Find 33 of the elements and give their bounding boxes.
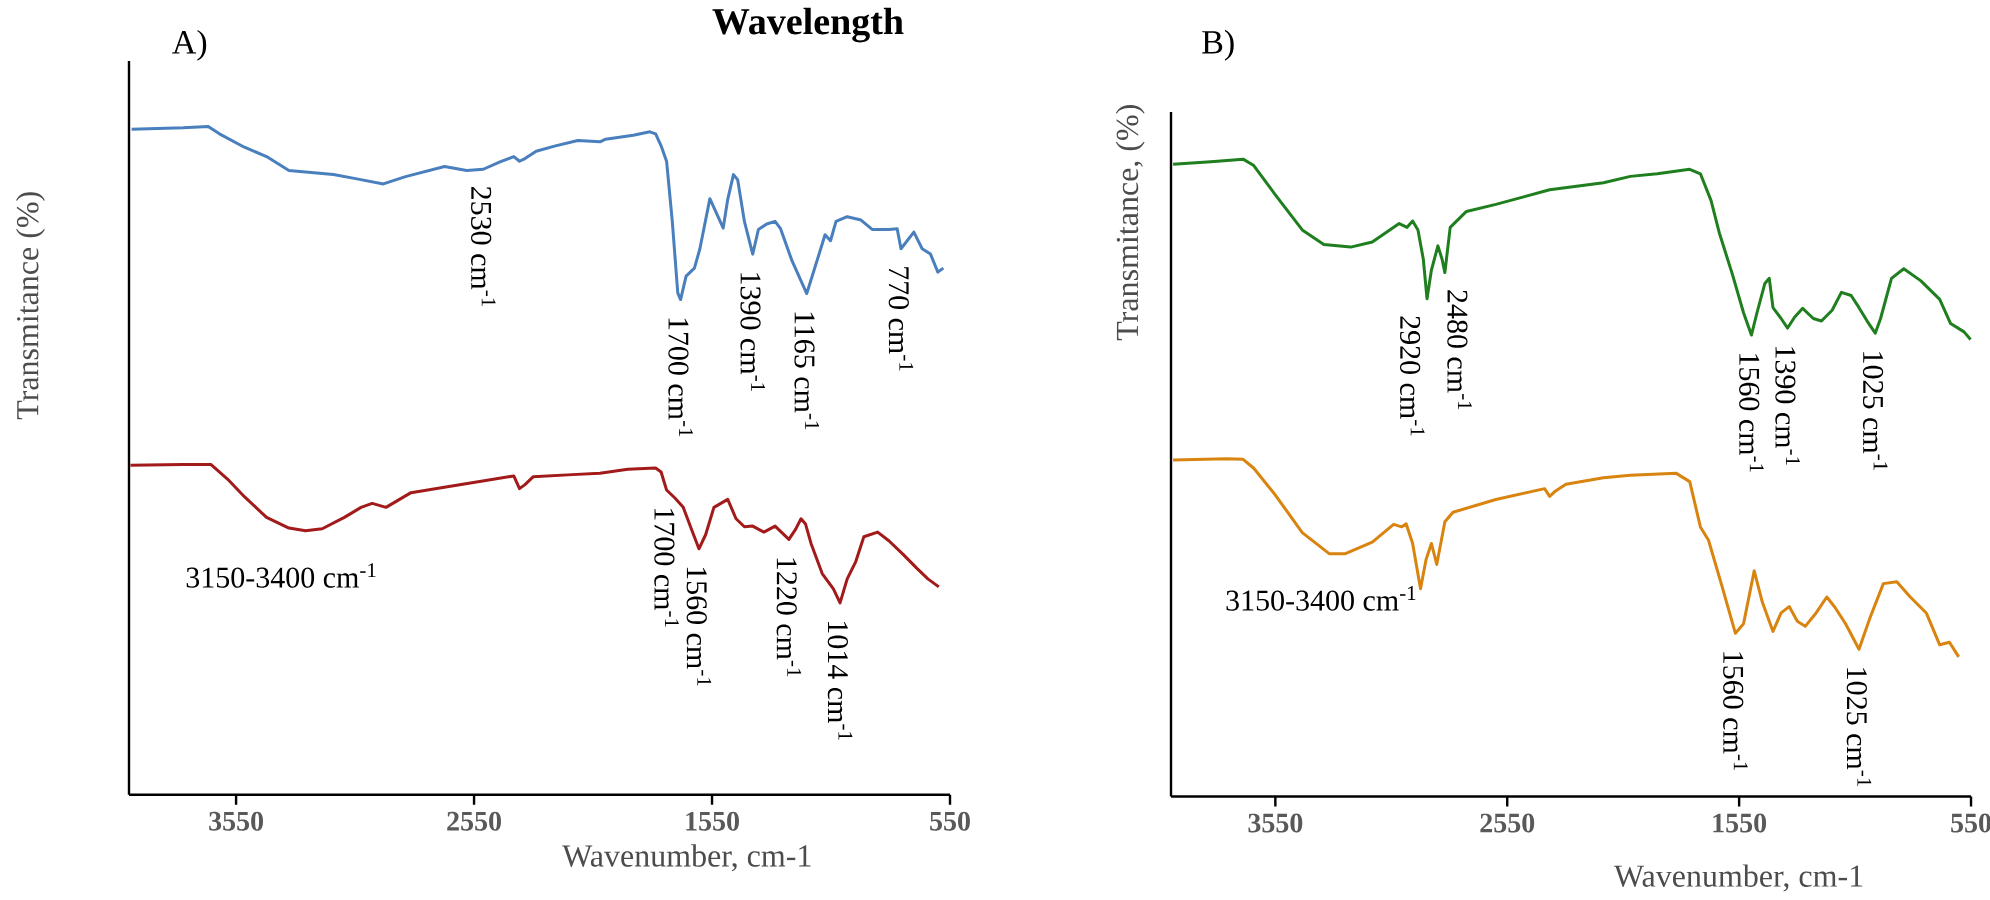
annotation: 1560 cm$^{-1}$ bbox=[1723, 652, 1748, 771]
annotation: 1560 cm$^{-1}$ bbox=[1739, 354, 1764, 472]
x-tick-label: 550 bbox=[930, 811, 970, 831]
annotation: 1390 cm$^{-1}$ bbox=[740, 273, 766, 391]
x-axis-title: Wavenumber, cm-1 bbox=[562, 844, 811, 872]
annotation: 3150-3400 cm$^{-1}$ bbox=[186, 563, 376, 588]
y-axis-title: Transmitance (%) bbox=[15, 192, 45, 420]
annotation: 2920 cm$^{-1}$ bbox=[1400, 316, 1425, 436]
annotation: 1165 cm$^{-1}$ bbox=[794, 312, 820, 430]
text: Wavelength bbox=[712, 7, 904, 43]
annotation: 770 cm$^{-1}$ bbox=[888, 267, 914, 371]
annotation: 1700 cm$^{-1}$ bbox=[654, 509, 679, 627]
annotation: 3150-3400 cm$^{-1}$ bbox=[1226, 586, 1416, 611]
chart-title: B) bbox=[1202, 29, 1234, 61]
x-tick-label: 2550 bbox=[447, 811, 501, 831]
x-tick-label: 1550 bbox=[686, 811, 739, 831]
x-tick-label: 550 bbox=[1951, 813, 1990, 833]
annotation: 1025 cm$^{-1}$ bbox=[1862, 352, 1888, 470]
annotation: 1560 cm$^{-1}$ bbox=[686, 567, 712, 686]
chart-title: A) bbox=[172, 29, 207, 61]
x-tick-label: 2550 bbox=[1480, 813, 1535, 833]
annotation: 1390 cm$^{-1}$ bbox=[1775, 347, 1800, 465]
annotation: 1220 cm$^{-1}$ bbox=[776, 558, 802, 677]
x-axis-title: Wavenumber, cm-1 bbox=[1613, 864, 1863, 892]
annotation: 1700 cm$^{-1}$ bbox=[668, 318, 693, 437]
x-tick-label: 1550 bbox=[1713, 813, 1767, 833]
x-tick-label: 3550 bbox=[209, 811, 264, 831]
annotation: 1014 cm$^{-1}$ bbox=[827, 621, 853, 740]
x-tick-label: 3550 bbox=[1248, 813, 1303, 833]
y-axis-title: Transmitance, (%) bbox=[1115, 105, 1145, 341]
annotation: 1025 cm$^{-1}$ bbox=[1846, 668, 1872, 787]
annotation: 2480 cm$^{-1}$ bbox=[1447, 290, 1472, 410]
annotation: 2530 cm$^{-1}$ bbox=[471, 186, 496, 307]
